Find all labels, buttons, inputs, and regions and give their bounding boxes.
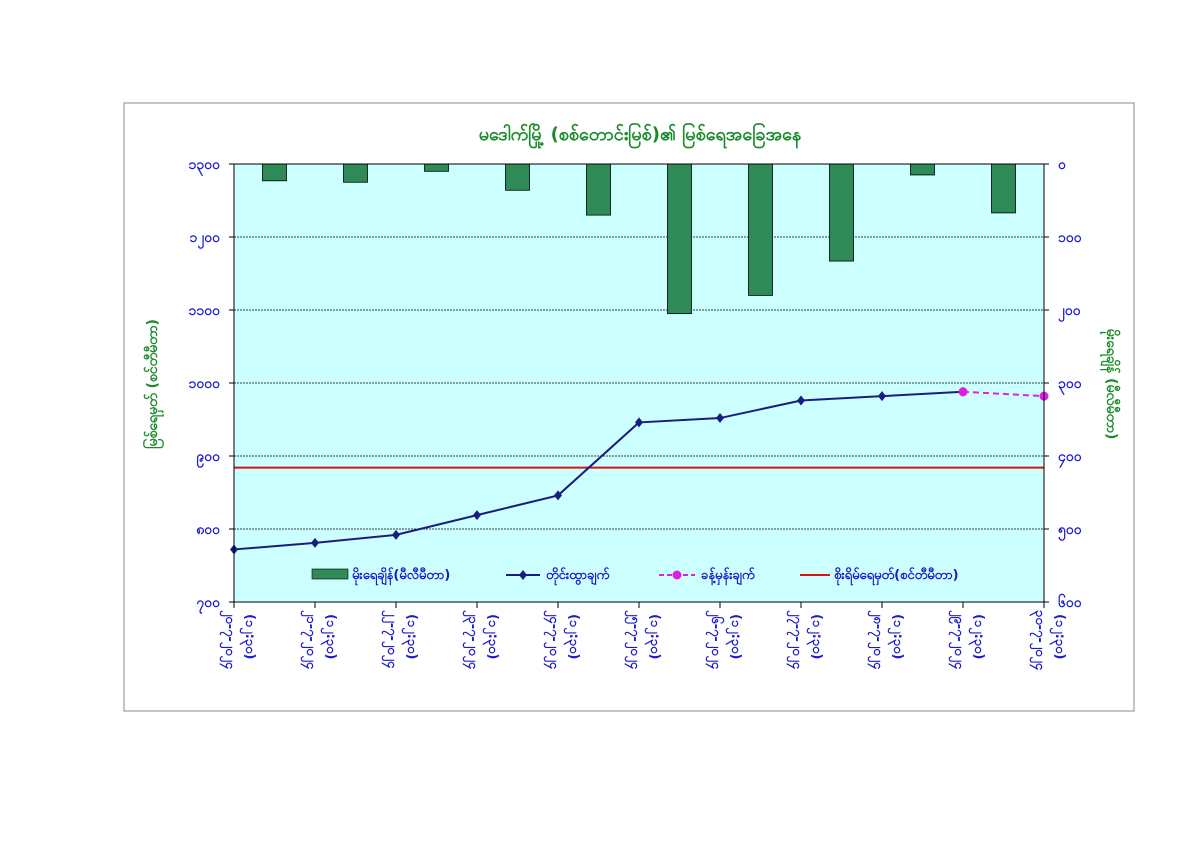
left-tick-label: ၁၀၀၀	[189, 376, 222, 392]
x-tick-time: (၁၂:၃၀)	[563, 614, 581, 659]
legend-swatch-rainfall	[311, 568, 349, 580]
legend-label-forecast: ခန့်မှန်းချက်	[701, 566, 755, 586]
left-axis-label: မြစ်ရေမှတ် (စင်တီမီတာ)	[143, 319, 164, 449]
x-tick-time: (၁၂:၃၀)	[239, 614, 257, 659]
rainfall-bar	[262, 163, 287, 182]
right-tick-label: ၆၀၀	[1058, 594, 1083, 611]
x-tick-label: ၂၀-၇-၂၀၂၄ (၁၂:၃၀)	[219, 610, 257, 670]
x-tick-time: (၁၂:၃၀)	[968, 614, 986, 659]
x-tick-time: (၁၂:၃၀)	[1049, 614, 1067, 659]
rainfall-bar	[343, 163, 368, 183]
left-tick-label: ၉၀၀	[196, 449, 221, 468]
measured-point	[311, 537, 319, 548]
left-tick-label: ၈၀၀	[196, 522, 221, 538]
x-tick-date: ၂၆-၇-၂၀၂၄	[705, 610, 725, 670]
rainfall-bar	[991, 163, 1016, 214]
x-tick-date: ၂၁-၇-၂၀၂၄	[300, 610, 318, 670]
right-tick-label: ၀	[1058, 157, 1067, 173]
x-tick-label: ၂၄-၇-၂၀၂၄ (၁၂:၃၀)	[543, 610, 581, 670]
measured-line	[233, 390, 964, 551]
legend-label-measured: တိုင်းထွာချက်	[546, 566, 609, 586]
right-tick-label: ၅၀၀	[1058, 522, 1083, 541]
legend-label-rainfall: မိုးရေချိန်(မီလီမီတာ)	[352, 566, 450, 586]
x-tick-label: ၂၃-၇-၂၀၂၄ (၁၂:၃၀)	[462, 610, 500, 670]
measured-point	[554, 490, 562, 501]
rainfall-bar	[424, 163, 449, 172]
rainfall-bar	[667, 163, 692, 315]
x-tick-time: (၁၂:၃၀)	[320, 614, 338, 659]
x-tick-time: (၁၂:၃၀)	[806, 614, 824, 659]
x-tick-time: (၁၂:၃၀)	[401, 614, 419, 659]
x-tick-label: ၂၈-၇-၂၀၂၄ (၁၂:၃၀)	[867, 610, 905, 670]
x-tick-date: ၂၉-၇-၂၀၂၄	[948, 610, 966, 670]
right-tick-label: ၄၀၀	[1058, 449, 1083, 468]
x-tick-time: (၁၂:၃၀)	[725, 614, 743, 659]
x-axis-ticks: ၂၀-၇-၂၀၂၄ (၁၂:၃၀) ၂၁-၇-၂၀၂၄ (၁၂:၃၀) ၂၂-၇-၂၀၂…	[219, 602, 1067, 671]
x-tick-label: ၂၂-၇-၂၀၂၄ (၁၂:၃၀)	[381, 610, 419, 669]
rainfall-bar	[829, 163, 854, 262]
measured-point	[635, 417, 643, 428]
legend: မိုးရေချိန်(မီလီမီတာ) တိုင်းထွာချက် ခန့်မှ…	[311, 566, 959, 586]
right-tick-label: ၃၀၀	[1058, 376, 1083, 395]
forecast-point	[958, 387, 968, 397]
x-tick-label: ၂၁-၇-၂၀၂၄ (၁၂:၃၀)	[300, 610, 338, 670]
x-tick-label: ၂၉-၇-၂၀၂၄ (၁၂:၃၀)	[948, 610, 986, 670]
forecast-line	[962, 390, 1045, 398]
measured-point	[716, 413, 724, 424]
rainfall-bar	[586, 163, 611, 216]
right-tick-label: ၂၀၀	[1058, 303, 1082, 322]
legend-label-warning: စိုးရိမ်ရေမှတ်(စင်တီမီတာ)	[834, 566, 959, 586]
left-tick-label: ၁၃၀၀	[189, 157, 222, 176]
series-lines	[230, 386, 1049, 555]
x-tick-date: ၂၄-၇-၂၀၂၄	[543, 610, 561, 670]
x-tick-time: (၁၂:၃၀)	[482, 614, 500, 659]
x-tick-time: (၁၂:၃၀)	[644, 614, 662, 659]
x-tick-label: ၃၀-၇-၂၀၂၄ (၁၂:၃၀)	[1029, 610, 1067, 671]
x-tick-date: ၂၅-၇-၂၀၂၄	[624, 610, 642, 670]
x-tick-date: ၂၇-၇-၂၀၂၄	[786, 610, 804, 670]
left-tick-label: ၇၀၀	[196, 595, 221, 614]
x-tick-date: ၂၀-၇-၂၀၂၄	[219, 610, 237, 670]
right-axis-label: မိုးရေချိန် (မီလီမီတာ)	[1100, 329, 1120, 440]
chart-title: မဒေါက်မြို့ (စစ်တောင်းမြစ်)၏ မြစ်ရေအခြေအ…	[479, 122, 802, 149]
x-tick-date: ၂၂-၇-၂၀၂၄	[381, 610, 399, 669]
rainfall-bars	[262, 163, 1016, 315]
x-tick-date: ၂၃-၇-၂၀၂၄	[462, 610, 480, 670]
rainfall-bar	[748, 163, 773, 296]
measured-point	[878, 391, 886, 402]
legend-marker-measured	[519, 570, 527, 580]
legend-marker-forecast	[672, 570, 682, 580]
gridlines	[234, 236, 1044, 530]
right-tick-label: ၁၀၀	[1058, 230, 1083, 246]
x-tick-label: ၂၅-၇-၂၀၂၄ (၁၂:၃၀)	[624, 610, 662, 670]
x-tick-time: (၁၂:၃၀)	[887, 614, 905, 659]
x-tick-date: ၂၈-၇-၂၀၂၄	[867, 610, 885, 670]
left-tick-label: ၁၁၀၀	[189, 303, 222, 319]
rainfall-bar	[505, 163, 530, 191]
x-tick-label: ၂၇-၇-၂၀၂၄ (၁၂:၃၀)	[786, 610, 824, 670]
measured-point	[797, 395, 805, 406]
left-tick-label: ၁၂၀၀	[189, 230, 221, 249]
x-tick-label: ၂၆-၇-၂၀၂၄ (၁၂:၃၀)	[705, 610, 743, 670]
x-tick-date: ၃၀-၇-၂၀၂၄	[1029, 610, 1047, 671]
rainfall-bar	[910, 163, 935, 176]
left-axis-ticks: ၇၀၀ ၈၀၀ ၉၀၀ ၁၀၀၀ ၁၁၀၀ ၁၂၀၀ ၁၃၀၀	[189, 157, 234, 614]
measured-point	[473, 510, 481, 521]
measured-point	[392, 529, 400, 540]
